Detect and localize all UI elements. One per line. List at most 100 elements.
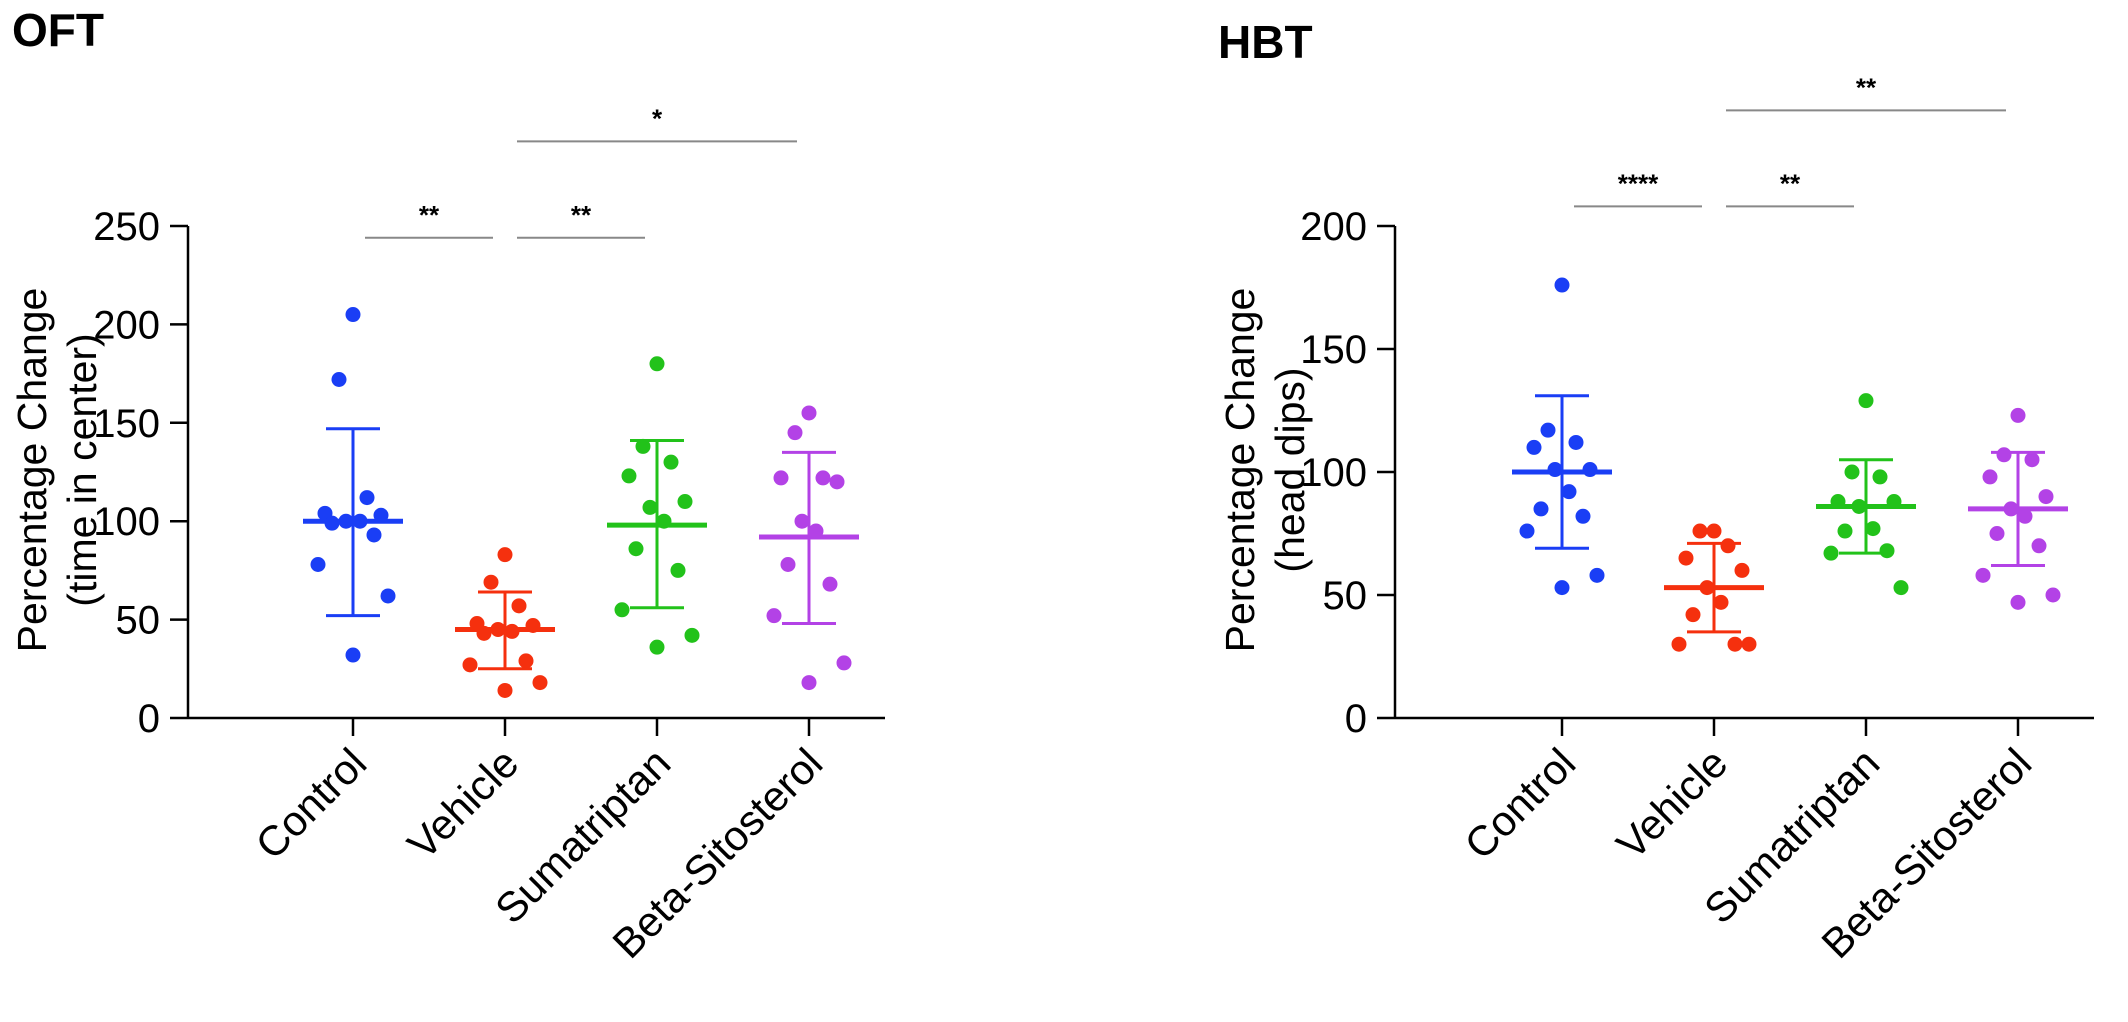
- hbt-vehicle-point: [1671, 636, 1687, 652]
- oft-control-point: [366, 527, 382, 543]
- hbt-beta-sitosterol-point: [2010, 407, 2026, 423]
- oft-panel: OFT Percentage Change (time in center) 0…: [9, 4, 885, 967]
- oft-beta-sitosterol-point: [822, 576, 838, 592]
- hbt-category-label: Control: [1455, 739, 1584, 868]
- hbt-vehicle-point: [1685, 607, 1701, 623]
- oft-y-axis-label-line2: (time in center): [59, 333, 105, 606]
- oft-vehicle-point: [532, 675, 548, 691]
- oft-control-point: [345, 647, 361, 663]
- oft-beta-sitosterol-point: [780, 556, 796, 572]
- hbt-y-tick-label: 0: [1345, 697, 1367, 741]
- oft-control-point: [359, 490, 375, 506]
- hbt-y-tick-label: 50: [1323, 574, 1368, 618]
- oft-control-point: [310, 556, 326, 572]
- oft-sumatriptan-point: [614, 602, 630, 618]
- hbt-vehicle-point: [1692, 523, 1708, 539]
- hbt-control-point: [1589, 567, 1605, 583]
- oft-sumatriptan-point: [628, 541, 644, 557]
- oft-sumatriptan-point: [663, 454, 679, 470]
- hbt-significance-label: **: [1780, 168, 1801, 198]
- oft-sumatriptan-point: [670, 562, 686, 578]
- hbt-category-label: Vehicle: [1607, 739, 1736, 868]
- hbt-sumatriptan-point: [1893, 580, 1909, 596]
- hbt-control-point: [1526, 439, 1542, 455]
- hbt-y-tick-label: 200: [1300, 205, 1367, 249]
- hbt-significance-label: **: [1856, 72, 1877, 102]
- oft-beta-sitosterol-point: [836, 655, 852, 671]
- oft-y-tick-label: 100: [93, 500, 160, 544]
- oft-control-point: [331, 372, 347, 388]
- hbt-y-tick-label: 100: [1300, 451, 1367, 495]
- hbt-beta-sitosterol-point: [1996, 447, 2012, 463]
- oft-vehicle-point: [497, 682, 513, 698]
- oft-beta-sitosterol-point: [787, 425, 803, 441]
- hbt-control-point: [1554, 277, 1570, 293]
- hbt-beta-sitosterol-point: [1975, 567, 1991, 583]
- hbt-control-point: [1568, 434, 1584, 450]
- oft-sumatriptan-point: [642, 499, 658, 515]
- oft-vehicle-point: [518, 653, 534, 669]
- oft-vehicle-point: [462, 657, 478, 673]
- oft-beta-sitosterol-point: [801, 675, 817, 691]
- hbt-vehicle-point: [1678, 550, 1694, 566]
- oft-category-label: Vehicle: [398, 739, 527, 868]
- oft-beta-sitosterol-point: [829, 474, 845, 490]
- hbt-beta-sitosterol-point: [2038, 489, 2054, 505]
- hbt-vehicle-point: [1706, 523, 1722, 539]
- hbt-title: HBT: [1218, 16, 1313, 68]
- hbt-control-point: [1540, 422, 1556, 438]
- oft-significance-label: **: [419, 200, 440, 230]
- oft-sumatriptan-point: [621, 468, 637, 484]
- oft-vehicle-point: [511, 598, 527, 614]
- hbt-significance-label: ****: [1618, 168, 1659, 198]
- hbt-beta-sitosterol-point: [2031, 538, 2047, 554]
- hbt-sumatriptan-point: [1879, 543, 1895, 559]
- hbt-vehicle-point: [1727, 636, 1743, 652]
- oft-y-tick-label: 150: [93, 402, 160, 446]
- oft-vehicle-point: [497, 547, 513, 563]
- hbt-control-point: [1561, 484, 1577, 500]
- hbt-vehicle-point: [1741, 636, 1757, 652]
- hbt-control-point: [1533, 501, 1549, 517]
- oft-sumatriptan-point: [649, 639, 665, 655]
- hbt-sumatriptan-point: [1872, 469, 1888, 485]
- hbt-y-axis-label-line2: (head dips): [1267, 367, 1313, 572]
- hbt-control-point: [1575, 508, 1591, 524]
- oft-beta-sitosterol-point: [815, 470, 831, 486]
- hbt-beta-sitosterol-point: [2017, 508, 2033, 524]
- oft-y-tick-label: 200: [93, 303, 160, 347]
- hbt-sumatriptan-point: [1844, 464, 1860, 480]
- hbt-vehicle-point: [1713, 594, 1729, 610]
- hbt-sumatriptan-point: [1865, 521, 1881, 537]
- hbt-vehicle-point: [1720, 538, 1736, 554]
- hbt-sumatriptan-point: [1837, 523, 1853, 539]
- hbt-sumatriptan-point: [1823, 545, 1839, 561]
- hbt-beta-sitosterol-point: [2010, 594, 2026, 610]
- hbt-beta-sitosterol-point: [1982, 469, 1998, 485]
- hbt-beta-sitosterol-point: [1989, 526, 2005, 541]
- hbt-control-point: [1519, 523, 1535, 539]
- oft-vehicle-point: [483, 574, 499, 590]
- hbt-sumatriptan-point: [1858, 393, 1874, 409]
- oft-y-tick-label: 0: [138, 697, 160, 741]
- hbt-y-tick-label: 150: [1300, 328, 1367, 372]
- oft-title: OFT: [12, 4, 104, 56]
- oft-sumatriptan-point: [635, 438, 651, 454]
- oft-sumatriptan-point: [684, 627, 700, 643]
- oft-sumatriptan-point: [649, 356, 665, 372]
- oft-control-point: [345, 307, 361, 323]
- oft-sumatriptan-point: [677, 494, 693, 510]
- oft-beta-sitosterol-point: [766, 608, 782, 624]
- oft-control-point: [380, 588, 396, 604]
- hbt-panel: HBT Percentage Change (head dips) 0 50 100…: [1217, 16, 2094, 967]
- oft-y-tick-label: 250: [93, 205, 160, 249]
- oft-significance-label: *: [652, 103, 663, 133]
- oft-beta-sitosterol-point: [794, 513, 810, 529]
- hbt-beta-sitosterol-point: [2045, 587, 2061, 603]
- oft-category-label: Control: [246, 739, 375, 868]
- hbt-y-axis-label-line1: Percentage Change: [1217, 288, 1263, 653]
- hbt-vehicle-point: [1734, 562, 1750, 578]
- oft-significance-label: **: [571, 200, 592, 230]
- oft-beta-sitosterol-point: [773, 470, 789, 486]
